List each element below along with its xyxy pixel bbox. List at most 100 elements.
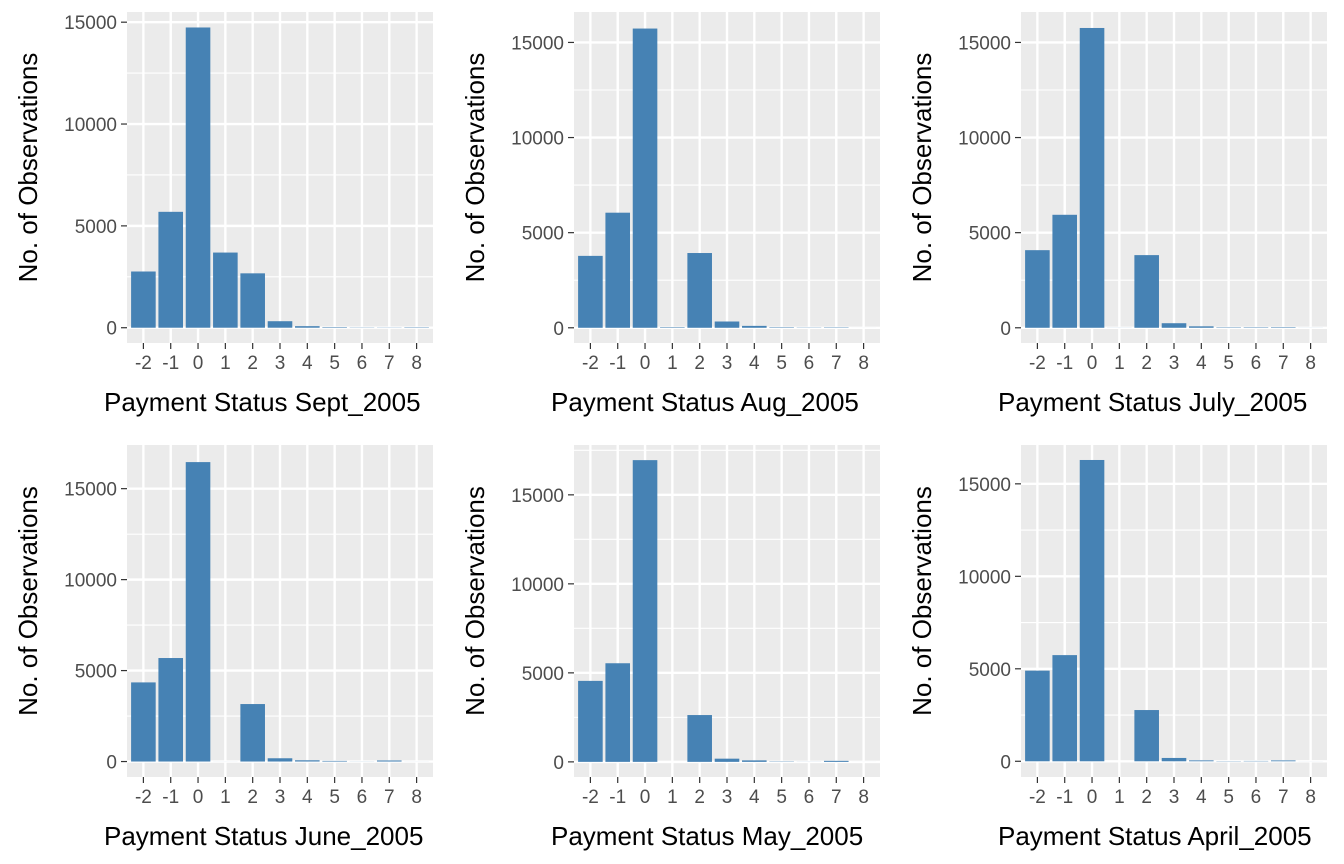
x-tick-label: -1	[609, 787, 626, 808]
x-tick-label: 2	[694, 787, 705, 808]
bar-status-7	[823, 760, 849, 762]
y-tick-label: 15000	[511, 33, 564, 54]
bar-status-0	[632, 460, 658, 762]
y-tick-label: 10000	[64, 115, 117, 136]
x-tick-label: -2	[582, 353, 599, 374]
x-tick-label: 0	[193, 353, 204, 374]
bar-status--2	[578, 255, 603, 328]
bar-status-3	[714, 758, 740, 762]
x-tick-label: 5	[329, 787, 340, 808]
x-axis-title: Payment Status June_2005	[104, 821, 423, 851]
bar-status--1	[158, 211, 184, 328]
x-tick-label: -1	[1056, 353, 1073, 374]
bar-status-0	[185, 462, 211, 762]
x-axis-title: Payment Status Aug_2005	[551, 387, 859, 417]
y-tick-label: 10000	[511, 129, 564, 150]
y-tick-label: 10000	[64, 571, 117, 592]
y-axis-title: No. of Observations	[13, 486, 43, 716]
x-tick-label: 1	[1114, 787, 1125, 808]
x-tick-label: 0	[640, 353, 651, 374]
bar-status-0	[632, 28, 658, 328]
bar-status--1	[1052, 655, 1078, 762]
x-tick-label: 6	[1251, 353, 1262, 374]
x-tick-label: -2	[582, 787, 599, 808]
bar-status-4	[742, 325, 767, 328]
x-tick-label: 0	[1087, 787, 1098, 808]
y-tick-label: 0	[106, 753, 117, 774]
bar-status-7	[1270, 327, 1296, 328]
x-tick-label: 4	[1196, 353, 1207, 374]
x-axis-title: Payment Status April_2005	[998, 821, 1312, 851]
x-tick-label: 7	[831, 353, 842, 374]
y-tick-label: 0	[553, 753, 564, 774]
x-tick-label: 1	[1114, 353, 1125, 374]
y-axis-title: No. of Observations	[13, 53, 43, 283]
y-tick-label: 0	[106, 319, 117, 340]
x-tick-label: 5	[776, 353, 787, 374]
x-tick-label: -1	[162, 787, 179, 808]
x-tick-label: 4	[749, 353, 760, 374]
x-tick-label: 6	[357, 787, 368, 808]
x-tick-label: 4	[302, 353, 313, 374]
bar-status--2	[1025, 250, 1050, 328]
x-tick-label: 8	[411, 353, 422, 374]
x-tick-label: 8	[858, 787, 869, 808]
bar-status--1	[1052, 214, 1078, 328]
x-tick-label: 5	[1223, 353, 1234, 374]
bar-status-7	[376, 760, 402, 762]
x-tick-label: 3	[722, 353, 733, 374]
bar-status-3	[267, 758, 293, 762]
x-tick-label: 5	[329, 353, 340, 374]
bar-status-4	[1189, 326, 1214, 328]
x-tick-label: -1	[609, 353, 626, 374]
x-tick-label: -1	[162, 353, 179, 374]
bar-status--1	[605, 212, 631, 328]
y-tick-label: 5000	[969, 224, 1011, 245]
bar-status-5	[322, 327, 347, 328]
x-tick-label: 1	[667, 353, 678, 374]
x-tick-label: 7	[384, 787, 395, 808]
y-tick-label: 15000	[958, 33, 1011, 54]
x-tick-label: 2	[247, 353, 258, 374]
bar-status-2	[1134, 255, 1159, 328]
x-tick-label: 6	[804, 353, 815, 374]
bar-status--2	[1025, 670, 1050, 762]
y-tick-label: 5000	[75, 217, 117, 238]
bar-status-2	[687, 715, 712, 762]
x-axis-title: Payment Status May_2005	[551, 821, 863, 851]
x-tick-label: 7	[384, 353, 395, 374]
x-tick-label: 1	[220, 353, 231, 374]
x-tick-label: 3	[1169, 787, 1180, 808]
y-tick-label: 0	[553, 319, 564, 340]
y-axis-title: No. of Observations	[907, 486, 937, 716]
x-tick-label: 0	[1087, 353, 1098, 374]
x-tick-label: 8	[1305, 353, 1316, 374]
bar-status-0	[185, 27, 211, 328]
x-tick-label: 7	[831, 787, 842, 808]
bar-status-1	[213, 252, 238, 328]
x-tick-label: 8	[858, 353, 869, 374]
bar-status-4	[295, 326, 320, 328]
bar-status-3	[714, 321, 740, 328]
y-tick-label: 10000	[958, 567, 1011, 588]
bar-status-2	[240, 704, 265, 762]
bar-status-3	[267, 321, 293, 328]
x-tick-label: -1	[1056, 787, 1073, 808]
bar-status-0	[1079, 459, 1105, 762]
x-tick-label: 5	[776, 787, 787, 808]
x-tick-label: 3	[275, 787, 286, 808]
y-tick-label: 15000	[511, 486, 564, 507]
x-tick-label: 8	[1305, 787, 1316, 808]
y-tick-label: 0	[1000, 752, 1011, 773]
x-tick-label: 2	[1141, 787, 1152, 808]
x-axis-title: Payment Status July_2005	[998, 387, 1307, 417]
x-tick-label: -2	[1029, 787, 1046, 808]
y-tick-label: 5000	[522, 664, 564, 685]
x-tick-label: 0	[193, 787, 204, 808]
bar-status-4	[295, 760, 320, 762]
